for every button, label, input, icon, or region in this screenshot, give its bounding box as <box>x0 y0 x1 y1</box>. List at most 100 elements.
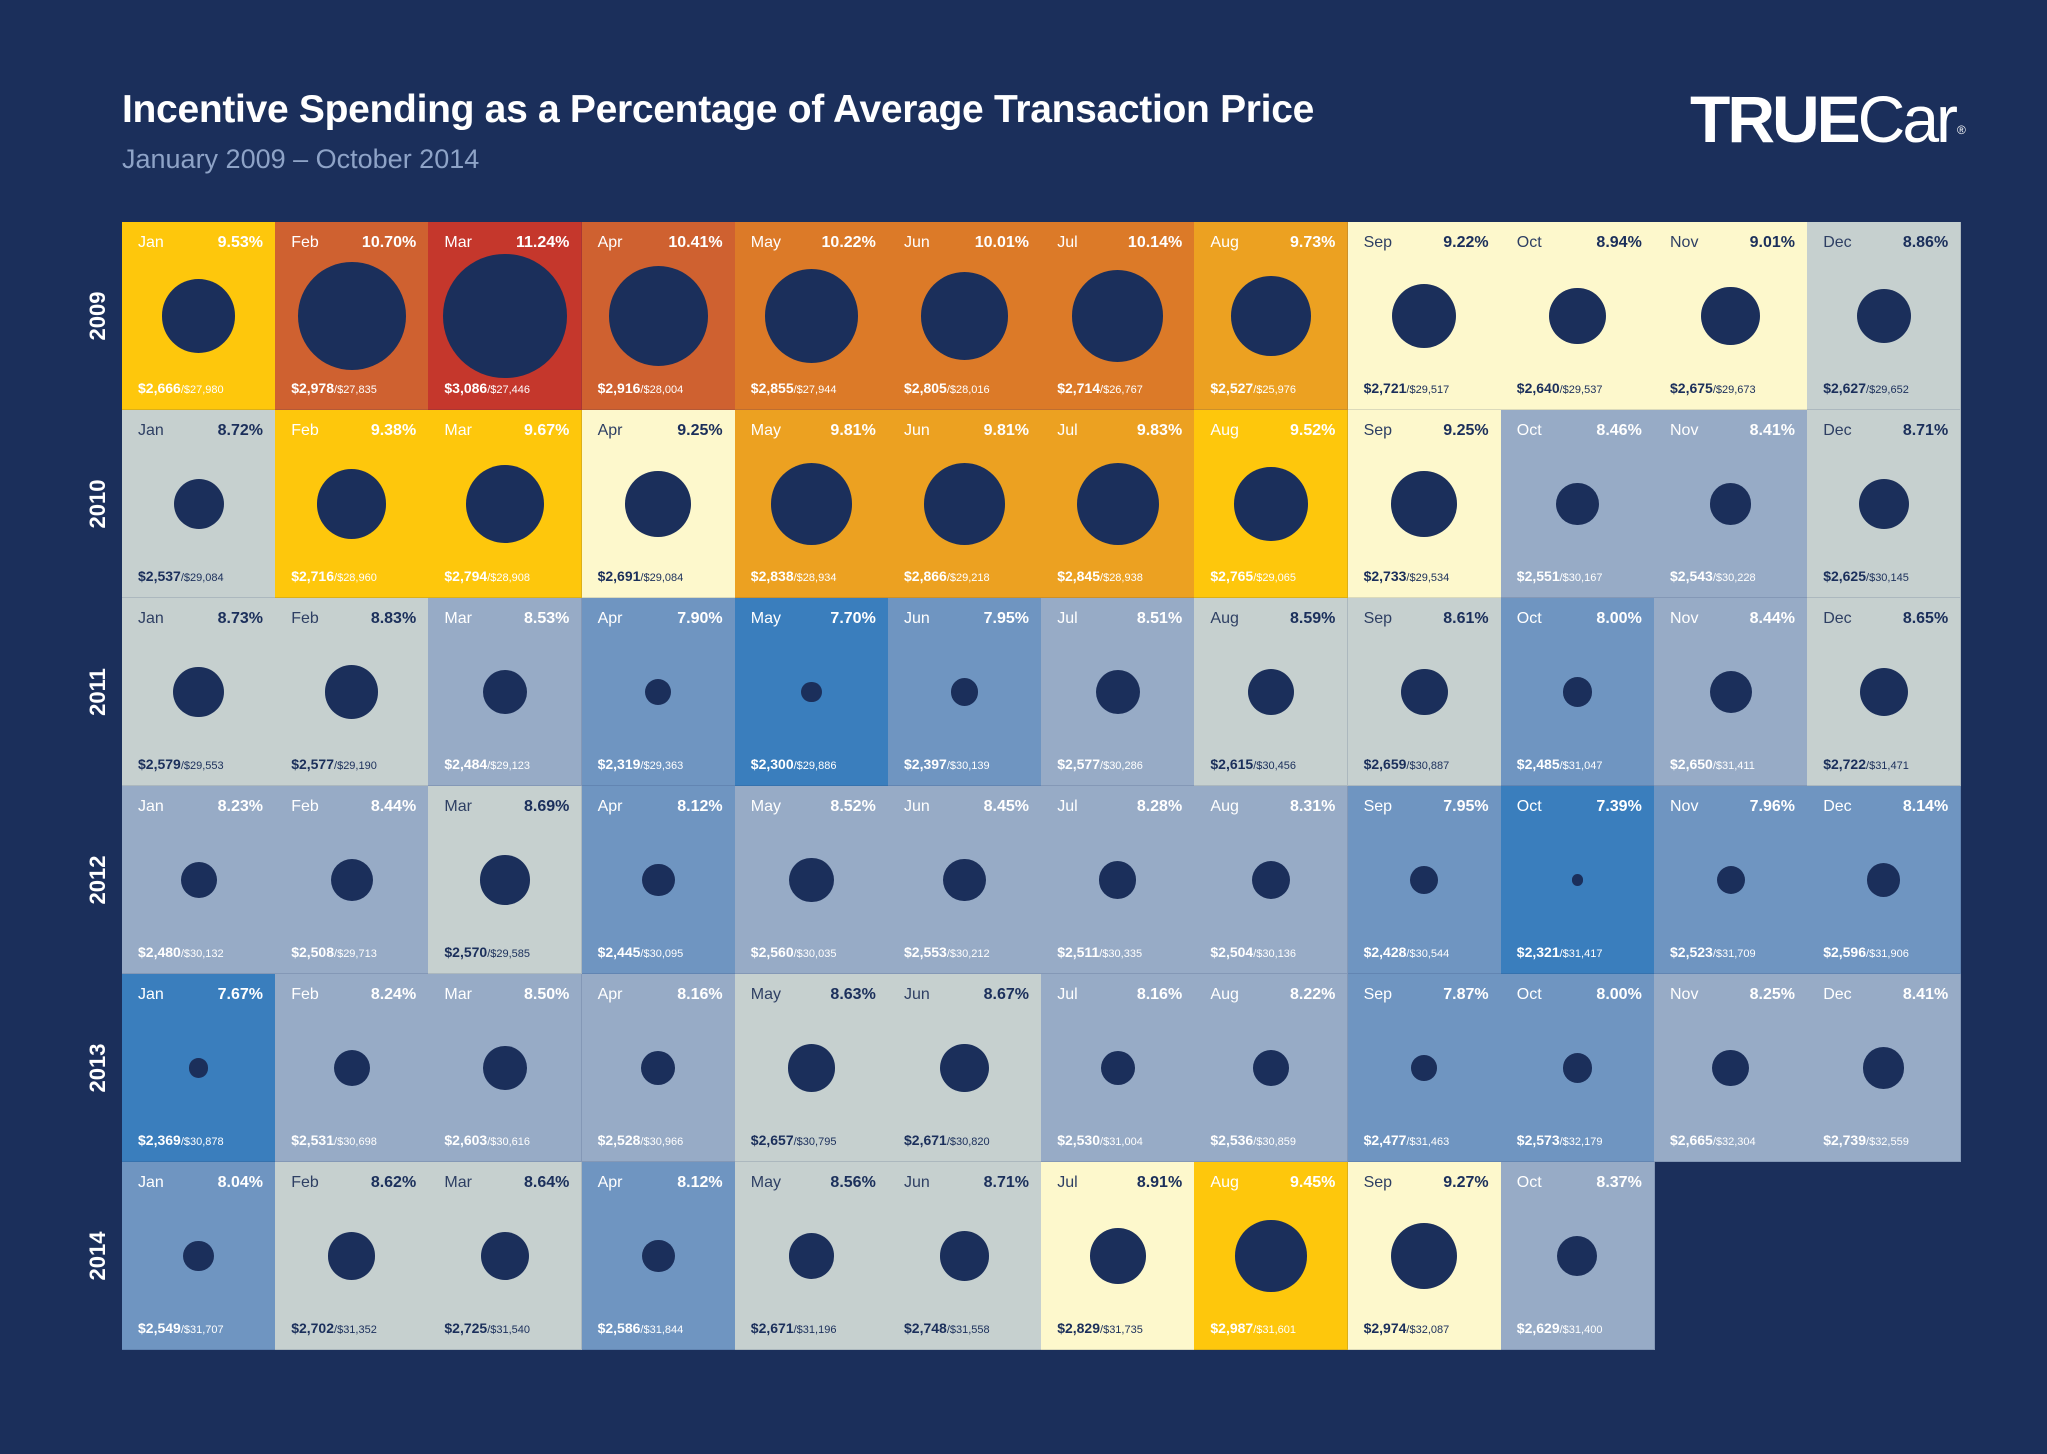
average-transaction-price: /$28,908 <box>487 572 531 584</box>
heatmap-cell-2009-dec: Dec 8.86% $2,627/$29,652 <box>1807 222 1962 410</box>
incentive-bubble <box>1571 874 1584 886</box>
cell-price: $2,603/$30,616 <box>444 1133 530 1149</box>
heatmap-cell-2011-jun: Jun 7.95% $2,397/$30,139 <box>888 598 1042 786</box>
average-transaction-price: /$30,286 <box>1100 760 1143 772</box>
cell-month-label: Mar <box>444 798 472 815</box>
cell-percentage: 8.67% <box>983 986 1029 1003</box>
heatmap-cell-2012-nov: Nov 7.96% $2,523/$31,709 <box>1654 786 1808 974</box>
cell-percentage: 9.52% <box>1290 422 1336 439</box>
cell-percentage: 7.95% <box>983 610 1029 627</box>
cell-percentage: 8.16% <box>1136 986 1183 1003</box>
average-transaction-price: /$30,139 <box>946 760 990 772</box>
average-transaction-price: /$29,084 <box>640 572 684 584</box>
average-transaction-price: /$30,966 <box>640 1136 684 1148</box>
cell-price: $2,671/$31,196 <box>751 1321 837 1337</box>
incentive-amount: $2,300 <box>750 756 794 772</box>
incentive-amount: $2,596 <box>1823 944 1867 960</box>
average-transaction-price: /$31,601 <box>1253 1324 1297 1336</box>
cell-month-label: Sep <box>1363 1174 1393 1191</box>
cell-month-label: Aug <box>1210 986 1239 1003</box>
incentive-amount: $2,671 <box>904 1132 947 1148</box>
average-transaction-price: /$30,698 <box>334 1136 377 1148</box>
heatmap-cell-2010-sep: Sep 9.25% $2,733/$29,534 <box>1347 410 1502 598</box>
heatmap-cell-2014-sep: Sep 9.27% $2,974/$32,087 <box>1347 1162 1502 1350</box>
incentive-bubble <box>466 465 544 543</box>
cell-percentage: 8.46% <box>1596 422 1642 439</box>
incentive-amount: $2,523 <box>1670 944 1713 960</box>
average-transaction-price: /$29,537 <box>1559 384 1603 396</box>
heatmap-cell-2011-nov: Nov 8.44% $2,650/$31,411 <box>1654 598 1808 786</box>
cell-percentage: 9.45% <box>1290 1174 1336 1191</box>
average-transaction-price: /$30,035 <box>793 948 837 960</box>
incentive-amount: $2,477 <box>1363 1132 1407 1148</box>
incentive-bubble <box>920 272 1009 360</box>
cell-month-label: Jul <box>1057 1174 1078 1191</box>
incentive-bubble <box>641 1239 675 1273</box>
heatmap-cell-2009-jan: Jan 9.53% $2,666/$27,980 <box>122 222 276 410</box>
average-transaction-price: /$26,767 <box>1100 384 1143 396</box>
incentive-amount: $2,794 <box>444 568 488 584</box>
average-transaction-price: /$29,363 <box>640 760 684 772</box>
heatmap-cell-2011-aug: Aug 8.59% $2,615/$30,456 <box>1194 598 1349 786</box>
heatmap-cell-2014-jul: Jul 8.91% $2,829/$31,735 <box>1041 1162 1196 1350</box>
year-label-2010: 2010 <box>85 479 110 529</box>
average-transaction-price: /$30,167 <box>1559 572 1603 584</box>
incentive-bubble <box>325 665 379 719</box>
incentive-amount: $2,369 <box>138 1132 181 1148</box>
cell-percentage: 9.81% <box>983 422 1029 439</box>
heatmap-cell-2012-apr: Apr 8.12% $2,445/$30,095 <box>581 786 736 974</box>
cell-month-label: Mar <box>444 422 472 439</box>
incentive-amount: $2,615 <box>1210 756 1254 772</box>
cell-month-label: Jan <box>138 986 164 1003</box>
incentive-bubble <box>1231 276 1311 356</box>
cell-price: $2,916/$28,004 <box>598 381 684 397</box>
incentive-amount: $2,528 <box>597 1132 641 1148</box>
average-transaction-price: /$31,906 <box>1866 948 1909 960</box>
incentive-bubble <box>1391 1222 1458 1289</box>
incentive-amount: $2,543 <box>1670 568 1713 584</box>
incentive-bubble <box>1710 483 1752 525</box>
cell-price: $2,480/$30,132 <box>138 945 224 961</box>
incentive-bubble <box>161 279 236 353</box>
cell-month-label: Dec <box>1823 610 1852 627</box>
heatmap-cell-2012-aug: Aug 8.31% $2,504/$30,136 <box>1194 786 1349 974</box>
heatmap-cell-2010-jan: Jan 8.72% $2,537/$29,084 <box>122 410 276 598</box>
incentive-amount: $2,702 <box>291 1320 335 1336</box>
cell-month-label: Oct <box>1516 1174 1542 1191</box>
heatmap-cell-2009-may: May 10.22% $2,855/$27,944 <box>734 222 889 410</box>
truecar-logo: TRUECar ® <box>1690 86 1966 152</box>
cell-price: $2,549/$31,707 <box>138 1321 224 1337</box>
cell-month-label: Dec <box>1823 986 1852 1003</box>
cell-percentage: 9.25% <box>1443 422 1489 439</box>
average-transaction-price: /$31,707 <box>180 1324 224 1336</box>
incentive-amount: $2,657 <box>750 1132 794 1148</box>
cell-percentage: 8.71% <box>983 1174 1029 1191</box>
cell-price: $2,369/$30,878 <box>138 1133 224 1149</box>
cell-price: $2,722/$31,471 <box>1823 757 1909 773</box>
heatmap-cell-2009-mar: Mar 11.24% $3,086/$27,446 <box>428 222 583 410</box>
incentive-amount: $2,838 <box>750 568 794 584</box>
cell-percentage: 8.73% <box>217 610 263 627</box>
incentive-bubble <box>943 858 986 902</box>
cell-price: $2,586/$31,844 <box>598 1321 684 1337</box>
incentive-bubble <box>788 1233 835 1279</box>
cell-price: $2,445/$30,095 <box>598 945 684 961</box>
heatmap-cell-2010-apr: Apr 9.25% $2,691/$29,084 <box>581 410 736 598</box>
cell-percentage: 8.64% <box>524 1174 570 1191</box>
cell-price: $2,978/$27,835 <box>291 381 377 397</box>
cell-price: $2,596/$31,906 <box>1823 945 1909 961</box>
cell-percentage: 8.86% <box>1902 234 1949 251</box>
incentive-amount: $2,916 <box>597 380 641 396</box>
cell-month-label: Apr <box>597 422 623 439</box>
cell-price: $2,866/$29,218 <box>904 569 990 585</box>
incentive-amount: $2,625 <box>1823 568 1867 584</box>
incentive-amount: $2,716 <box>291 568 335 584</box>
cell-percentage: 8.71% <box>1902 422 1949 439</box>
cell-month-label: Aug <box>1210 234 1239 251</box>
incentive-amount: $2,665 <box>1670 1132 1713 1148</box>
average-transaction-price: /$32,087 <box>1406 1324 1450 1336</box>
cell-percentage: 11.24% <box>516 234 570 251</box>
incentive-amount: $2,484 <box>444 756 488 772</box>
cell-price: $2,577/$30,286 <box>1057 757 1143 773</box>
incentive-amount: $2,855 <box>750 380 794 396</box>
